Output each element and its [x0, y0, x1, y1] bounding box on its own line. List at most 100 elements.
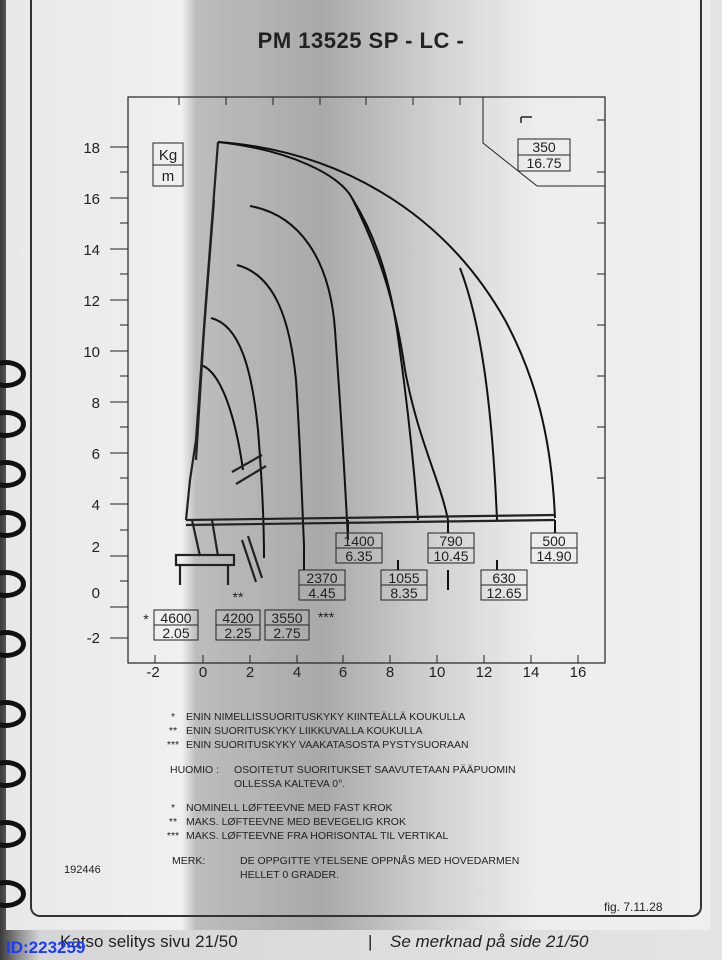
- binder-ring: [0, 360, 26, 388]
- note-mark: **: [168, 725, 178, 737]
- y-tick-label: -2: [87, 630, 100, 647]
- x-tick-label: 16: [570, 664, 587, 681]
- unit-distance: m: [162, 168, 175, 185]
- huomio-row: HUOMIO : OSOITETUT SUORITUKSET SAAVUTETAA…: [170, 763, 516, 777]
- y-tick-label: 2: [92, 539, 100, 556]
- curve-label-load: 630: [492, 570, 516, 586]
- curve-label-load: 1400: [343, 533, 374, 549]
- note-row: ** ENIN SUORITUSKYKY LIIKKUVALLA KOUKULLA: [160, 724, 469, 738]
- y-tick-label: 8: [92, 395, 100, 412]
- curve-label-reach: 4.45: [308, 585, 335, 601]
- note-text: MAKS. LØFTEEVNE MED BEVEGELIG KROK: [186, 816, 406, 828]
- curve-label-load: 2370: [306, 570, 337, 586]
- x-tick-label: 2: [246, 664, 254, 681]
- footer-separator: |: [368, 932, 373, 951]
- base-label-box: 3550 2.75: [264, 609, 310, 641]
- y-tick-label: 12: [83, 293, 100, 310]
- y-tick-label: 14: [83, 242, 100, 259]
- curve-label-load: 1055: [388, 570, 419, 586]
- outer-envelope-curve: [217, 141, 556, 519]
- merk-line2: HELLET 0 GRADER.: [240, 869, 340, 881]
- base-label-load: 4200: [222, 610, 253, 626]
- note-row: * NOMINELL LØFTEEVNE MED FAST KROK: [160, 801, 448, 815]
- binder-ring: [0, 820, 26, 848]
- y-tick-label: 4: [92, 497, 100, 514]
- manual-page: [6, 0, 710, 930]
- capacity-curves: [200, 141, 556, 559]
- base-label-load: 4600: [160, 610, 191, 626]
- curve-label-box: 1055 8.35: [380, 569, 428, 601]
- note-text: MAKS. LØFTEEVNE FRA HORISONTAL TIL VERTI…: [186, 830, 449, 842]
- note-row: * ENIN NIMELLISSUORITUSKYKY KIINTEÄLLÄ KO…: [160, 710, 469, 724]
- y-tick-labels: 18 16 14 12 10 8 6 4 2 0 -2: [83, 140, 100, 647]
- base-label-box: 4200 2.25: [215, 609, 261, 641]
- huomio-label: HUOMIO :: [170, 764, 219, 776]
- merk-row: MERK: DE OPPGITTE YTELSENE OPPNÅS MED HOV…: [172, 854, 519, 868]
- unit-load: Kg: [159, 147, 177, 164]
- base-label-prefix: *: [143, 611, 149, 627]
- base-label-reach: 2.25: [224, 625, 251, 641]
- binder-ring: [0, 880, 26, 908]
- curve-labels: 1400 6.35 790 10.45 500 14.90 2370 4.45 …: [298, 532, 578, 601]
- x-tick-label: 12: [476, 664, 493, 681]
- base-labels: * 4600 2.05 4200 2.25 3550 2.75 *** **: [143, 589, 334, 641]
- binder-ring: [0, 760, 26, 788]
- curve-4.45: [236, 264, 305, 546]
- binder-ring: [0, 700, 26, 728]
- note-mark: *: [170, 802, 176, 814]
- units-box: Kg m: [152, 142, 184, 187]
- base-label-suffix: ***: [318, 609, 335, 625]
- figure-number: fig. 7.11.28: [604, 900, 663, 914]
- note-mark: ***: [166, 830, 180, 842]
- double-star-marker: **: [233, 589, 244, 605]
- binder-ring: [0, 570, 26, 598]
- curve-label-reach: 12.65: [486, 585, 521, 601]
- chart-card-frame: [30, 0, 702, 917]
- curve-label-box: 2370 4.45: [298, 569, 346, 601]
- curve-8.35: [351, 197, 419, 521]
- crane-silhouette: [174, 141, 556, 585]
- x-tick-label: 10: [429, 664, 446, 681]
- note-text: NOMINELL LØFTEEVNE MED FAST KROK: [186, 802, 393, 814]
- note-text: ENIN NIMELLISSUORITUSKYKY KIINTEÄLLÄ KOU…: [186, 711, 466, 723]
- base-label-load: 3550: [271, 610, 302, 626]
- x-axis-ticks: [154, 97, 579, 663]
- binder-ring: [0, 410, 26, 438]
- x-tick-label: 4: [293, 664, 301, 681]
- huomio-note: HUOMIO : OSOITETUT SUORITUKSET SAAVUTETAA…: [170, 763, 516, 791]
- y-tick-label: 0: [92, 585, 100, 602]
- note-mark: ***: [166, 739, 180, 751]
- curve-label-load: 500: [542, 533, 566, 549]
- huomio-line1: OSOITETUT SUORITUKSET SAAVUTETAAN PÄÄPUO…: [234, 764, 516, 776]
- curve-2.75: [210, 317, 265, 559]
- merk-label: MERK:: [172, 855, 206, 867]
- curve-10.45: [217, 141, 449, 521]
- drop-lines: [303, 520, 556, 590]
- corner-capacity-label: 350 16.75: [517, 116, 571, 172]
- base-label-reach: 2.05: [162, 625, 189, 641]
- corner-load: 350: [532, 139, 556, 155]
- curve-label-load: 790: [439, 533, 463, 549]
- curve-label-box: 790 10.45: [427, 532, 475, 564]
- y-tick-label: 16: [83, 191, 100, 208]
- note-mark: **: [168, 816, 178, 828]
- note-row: *** ENIN SUORITUSKYKY VAAKATASOSTA PYSTYS…: [160, 738, 469, 752]
- watermark-id: ID:223259: [6, 938, 86, 957]
- note-text: ENIN SUORITUSKYKY LIIKKUVALLA KOUKULLA: [186, 725, 423, 737]
- curve-label-reach: 10.45: [433, 548, 468, 564]
- curve-12.65: [459, 267, 498, 521]
- y-axis-ticks: [110, 119, 605, 639]
- corner-box: [482, 97, 605, 187]
- binder-ring: [0, 460, 26, 488]
- curve-2.25: [200, 364, 244, 471]
- y-tick-label: 18: [83, 140, 100, 157]
- merk-line1: DE OPPGITTE YTELSENE OPPNÅS MED HOVEDARM…: [240, 855, 520, 867]
- curve-label-reach: 8.35: [390, 585, 417, 601]
- document-code: 192446: [64, 864, 101, 876]
- curve-6.35: [249, 205, 349, 541]
- x-tick-label: 0: [199, 664, 207, 681]
- note-row: ** MAKS. LØFTEEVNE MED BEVEGELIG KROK: [160, 815, 448, 829]
- huomio-line2: OLLESSA KALTEVA 0°.: [234, 778, 346, 790]
- notes-finnish: * ENIN NIMELLISSUORITUSKYKY KIINTEÄLLÄ KO…: [160, 710, 469, 752]
